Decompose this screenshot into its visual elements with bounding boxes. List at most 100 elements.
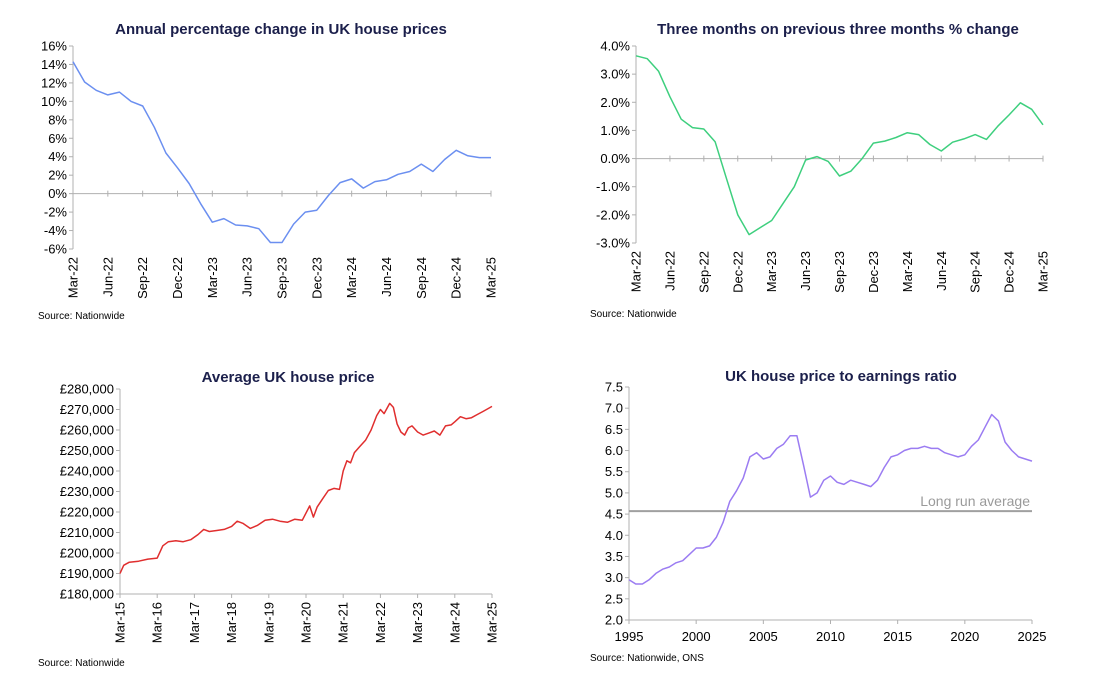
y-tick-label: £260,000	[60, 423, 114, 438]
x-tick-label: Mar-23	[410, 602, 425, 643]
y-tick-label: 10%	[41, 94, 67, 109]
chart-annual-change: Annual percentage change in UK house pri…	[38, 21, 499, 322]
x-tick-label: 1995	[615, 629, 644, 644]
series-line	[72, 61, 491, 244]
y-tick-label: £250,000	[60, 443, 114, 458]
x-tick-label: Sep-23	[832, 251, 847, 293]
x-tick-label: 2005	[749, 629, 778, 644]
x-tick-label: Sep-22	[135, 257, 150, 299]
source-note: Source: Nationwide, ONS	[590, 653, 704, 664]
x-tick-label: Dec-24	[1002, 251, 1017, 293]
y-tick-label: 6%	[48, 131, 67, 146]
x-tick-label: Mar-18	[224, 602, 239, 643]
long-run-average-label: Long run average	[920, 493, 1030, 509]
x-tick-label: Dec-24	[449, 257, 464, 299]
x-tick-label: Dec-22	[170, 257, 185, 299]
series-line	[119, 402, 493, 574]
y-tick-label: 3.0	[605, 570, 623, 585]
x-tick-label: Jun-22	[100, 257, 115, 297]
x-tick-label: Mar-25	[485, 602, 500, 643]
y-tick-label: 2.5	[605, 591, 623, 606]
x-tick-label: Mar-16	[150, 602, 165, 643]
x-tick-label: 2015	[883, 629, 912, 644]
y-tick-label: £200,000	[60, 546, 114, 561]
y-tick-label: £190,000	[60, 566, 114, 581]
chart-three-month-change: Three months on previous three months % …	[590, 21, 1051, 320]
y-tick-label: 4.5	[605, 507, 623, 522]
x-tick-label: Mar-22	[629, 251, 644, 292]
x-tick-label: Jun-22	[662, 251, 677, 291]
chart-title: Average UK house price	[202, 369, 375, 386]
y-tick-label: £280,000	[60, 382, 114, 397]
source-note: Source: Nationwide	[38, 311, 125, 322]
y-tick-label: £230,000	[60, 484, 114, 499]
y-tick-label: £240,000	[60, 464, 114, 479]
chart-title: UK house price to earnings ratio	[725, 368, 957, 385]
y-tick-label: 0.0%	[600, 151, 630, 166]
x-tick-label: 2010	[816, 629, 845, 644]
y-tick-label: 14%	[41, 57, 67, 72]
y-tick-label: 2.0	[605, 613, 623, 628]
y-tick-label: -2%	[44, 205, 68, 220]
x-tick-label: Mar-24	[447, 602, 462, 643]
y-tick-label: 6.5	[605, 422, 623, 437]
chart-title: Three months on previous three months % …	[657, 21, 1019, 38]
source-note: Source: Nationwide	[590, 309, 677, 320]
y-tick-label: 0%	[48, 186, 67, 201]
y-tick-label: 3.5	[605, 549, 623, 564]
y-tick-label: 7.0	[605, 401, 623, 416]
x-tick-label: Mar-15	[113, 602, 128, 643]
y-tick-label: £270,000	[60, 402, 114, 417]
x-tick-label: Mar-22	[66, 257, 81, 298]
y-tick-label: £210,000	[60, 525, 114, 540]
x-tick-label: Dec-22	[730, 251, 745, 293]
chart-price-earnings-ratio: UK house price to earnings ratio 2.0 2.5 3.…	[590, 368, 1046, 664]
x-tick-label: Sep-23	[275, 257, 290, 299]
x-tick-label: Dec-23	[866, 251, 881, 293]
y-tick-label: -3.0%	[596, 236, 630, 251]
chart-title: Annual percentage change in UK house pri…	[115, 21, 447, 38]
y-tick-label: 4.0	[605, 528, 623, 543]
x-tick-label: Sep-24	[414, 257, 429, 299]
y-tick-label: £180,000	[60, 587, 114, 602]
y-tick-label: £220,000	[60, 505, 114, 520]
x-tick-label: Mar-22	[373, 602, 388, 643]
x-tick-label: Mar-24	[900, 251, 915, 292]
y-tick-label: 2%	[48, 168, 67, 183]
x-tick-label: Jun-24	[934, 251, 949, 291]
x-tick-label: 2020	[950, 629, 979, 644]
y-tick-label: 8%	[48, 112, 67, 127]
source-note: Source: Nationwide	[38, 658, 125, 669]
chart-average-price: Average UK house price £180,000 £190,000 £2…	[38, 369, 500, 669]
y-tick-label: 12%	[41, 75, 67, 90]
y-tick-label: 4.0%	[600, 39, 630, 54]
x-tick-label: Mar-19	[261, 602, 276, 643]
x-tick-label: Mar-25	[1036, 251, 1051, 292]
x-tick-label: 2000	[682, 629, 711, 644]
x-tick-label: 2025	[1018, 629, 1047, 644]
y-tick-label: -2.0%	[596, 207, 630, 222]
y-tick-label: 5.5	[605, 464, 623, 479]
x-tick-label: Dec-23	[309, 257, 324, 299]
x-tick-label: Jun-23	[240, 257, 255, 297]
x-tick-label: Sep-22	[696, 251, 711, 293]
x-tick-label: Jun-23	[798, 251, 813, 291]
x-tick-label: Mar-17	[187, 602, 202, 643]
y-tick-label: 6.0	[605, 443, 623, 458]
series-line	[635, 55, 1044, 236]
y-tick-label: -1.0%	[596, 179, 630, 194]
x-tick-label: Mar-21	[336, 602, 351, 643]
x-tick-label: Mar-25	[484, 257, 499, 298]
series-line	[628, 413, 1033, 585]
y-tick-label: 2.0%	[600, 95, 630, 110]
y-tick-label: -6%	[44, 242, 68, 257]
y-tick-label: 1.0%	[600, 123, 630, 138]
y-tick-label: 16%	[41, 39, 67, 54]
y-tick-label: 7.5	[605, 380, 623, 395]
x-tick-label: Mar-24	[344, 257, 359, 298]
x-tick-label: Jun-24	[379, 257, 394, 297]
x-tick-label: Mar-23	[764, 251, 779, 292]
y-tick-label: 3.0%	[600, 67, 630, 82]
x-tick-label: Sep-24	[968, 251, 983, 293]
